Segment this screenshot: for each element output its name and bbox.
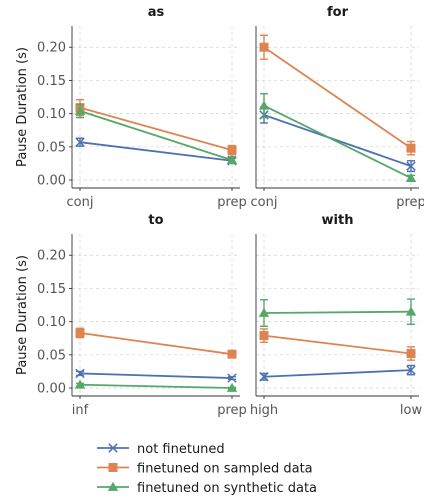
x-tick-label: inf	[72, 403, 89, 418]
y-tick-label: 0.10	[37, 107, 66, 122]
series-line	[79, 141, 233, 162]
data-point	[405, 306, 417, 316]
y-axis-label: Pause Duration (s)	[15, 255, 30, 375]
panel-to	[69, 234, 240, 399]
y-tick-label: 0.15	[37, 282, 66, 297]
series-line	[79, 332, 233, 356]
data-point	[258, 307, 270, 317]
y-tick-label: 0.20	[37, 41, 66, 56]
panel-title: with	[322, 213, 354, 228]
series-line	[263, 310, 412, 314]
data-point	[75, 368, 85, 379]
data-point	[227, 373, 237, 383]
x-tick-label: prep	[217, 195, 247, 210]
y-axis-label: Pause Duration (s)	[15, 47, 30, 167]
series-line	[79, 372, 233, 379]
data-point	[226, 382, 238, 392]
series-line	[263, 369, 412, 378]
panel-as	[69, 26, 240, 191]
y-tick-label: 0.00	[37, 382, 66, 397]
series-line	[79, 106, 233, 152]
data-point	[227, 349, 237, 359]
data-point	[406, 365, 416, 375]
x-tick-label: low	[400, 403, 423, 418]
panel-with	[255, 234, 419, 399]
data-point	[406, 161, 416, 171]
y-tick-label: 0.05	[37, 140, 66, 155]
series-line	[263, 334, 412, 355]
legend-marker	[108, 463, 118, 472]
x-tick-label: high	[250, 403, 278, 418]
series-line	[79, 383, 233, 389]
legend: not finetuned finetuned on sampled data fi…	[97, 442, 317, 496]
data-point	[75, 137, 85, 147]
data-point	[259, 42, 269, 52]
y-tick-label: 0.00	[37, 174, 66, 189]
panel-title: to	[148, 213, 163, 228]
data-point	[74, 379, 86, 389]
y-tick-label: 0.20	[37, 249, 66, 264]
series-line	[79, 110, 233, 161]
legend-label: not finetuned	[137, 442, 225, 457]
data-point	[258, 100, 270, 110]
data-point	[406, 143, 416, 153]
panel-for	[255, 26, 419, 191]
x-tick-label: conj	[251, 195, 278, 210]
data-point	[227, 145, 237, 155]
panel-title: for	[327, 5, 349, 20]
legend-marker	[107, 481, 119, 491]
data-point	[259, 331, 269, 341]
x-tick-label: prep	[217, 403, 247, 418]
x-tick-label: conj	[67, 195, 94, 210]
x-tick-label: prep	[396, 195, 424, 210]
data-point	[259, 372, 269, 382]
legend-label: finetuned on synthetic data	[137, 481, 317, 496]
series-line	[263, 104, 412, 179]
y-tick-label: 0.10	[37, 315, 66, 330]
legend-marker	[108, 443, 118, 453]
y-tick-label: 0.15	[37, 74, 66, 89]
panel-title: as	[148, 5, 165, 20]
legend-label: finetuned on sampled data	[137, 462, 313, 477]
data-point	[406, 349, 416, 359]
series-line	[263, 114, 412, 167]
data-point	[74, 105, 86, 115]
data-point	[226, 154, 238, 165]
y-tick-label: 0.05	[37, 348, 66, 363]
data-point	[405, 172, 417, 182]
data-point	[75, 328, 85, 338]
series-line	[263, 46, 412, 149]
